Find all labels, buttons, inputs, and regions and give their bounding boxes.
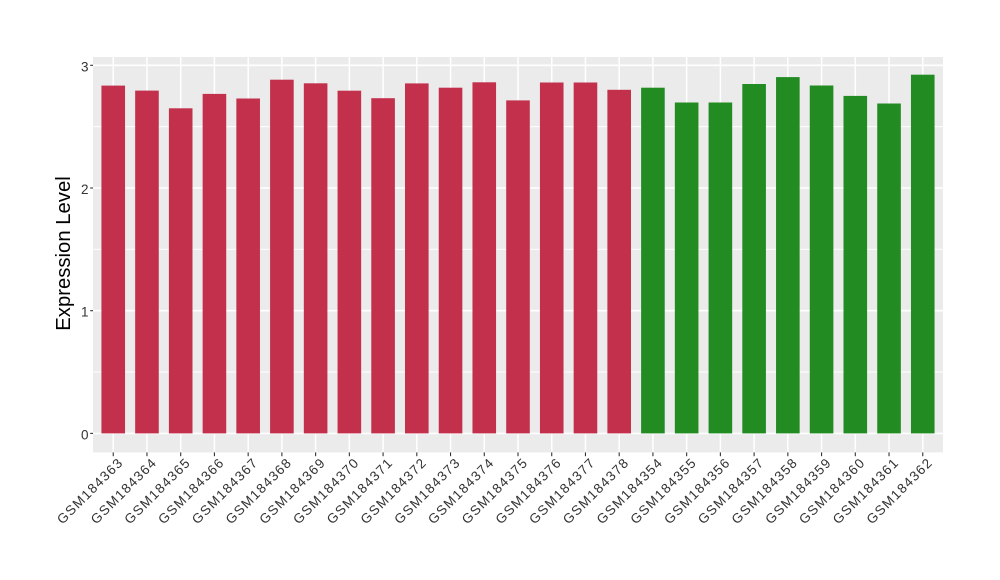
svg-text:3: 3 [81, 59, 89, 74]
svg-text:0: 0 [81, 427, 89, 442]
svg-text:1: 1 [81, 305, 89, 320]
svg-text:2: 2 [81, 182, 89, 197]
svg-text:Expression Level: Expression Level [53, 176, 75, 330]
